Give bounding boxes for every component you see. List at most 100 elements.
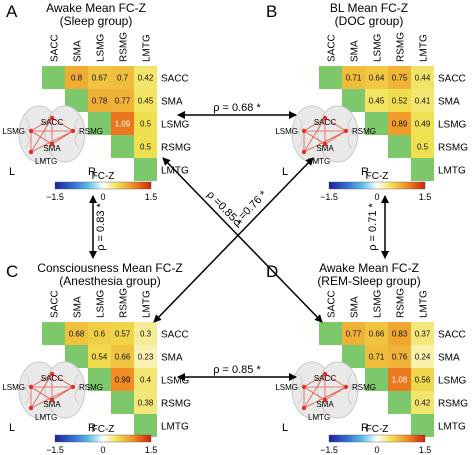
column-label: LSMG <box>373 289 384 318</box>
cell-value: 0.24 <box>415 353 431 362</box>
network-node <box>28 405 34 411</box>
matrix-cell <box>65 322 88 345</box>
row-label: RSMG <box>161 143 191 154</box>
column-label: SACC <box>327 290 338 318</box>
cell-value: 0.23 <box>138 353 154 362</box>
colorbar-tick: −1.5 <box>320 445 338 455</box>
colorbar-tick: −1.5 <box>46 445 64 455</box>
brain-network: SACC SMA LSMG RSMG LMTG L R <box>275 361 376 434</box>
column-label: LSMG <box>96 289 107 318</box>
matrix-cell <box>388 112 411 135</box>
rho-b-d: ρ = 0.71 * <box>367 203 379 251</box>
row-label: SACC <box>161 74 189 85</box>
diagonal-cell <box>319 322 342 345</box>
cell-value: 0.83 <box>392 330 408 339</box>
brain-folds <box>24 117 80 149</box>
network-edge <box>303 130 326 145</box>
left-label: L <box>282 422 288 434</box>
colorbar-tick: −1.5 <box>46 192 64 202</box>
brain-network: SACC SMA LSMG RSMG LMTG L R <box>2 105 103 178</box>
column-label: LSMG <box>373 33 384 62</box>
column-label: SACC <box>50 34 61 62</box>
cell-value: 0.41 <box>415 97 431 106</box>
network-edge <box>51 373 74 388</box>
cell-value: 0.77 <box>115 97 131 106</box>
rho-a-b: ρ = 0.68 * <box>213 102 261 114</box>
colorbar-tick: 0 <box>100 192 105 202</box>
row-label: LMTG <box>161 422 189 433</box>
column-label: SMA <box>350 296 361 318</box>
matrix-cell <box>134 112 157 135</box>
colorbar-label: FC-Z <box>92 424 115 435</box>
network-edge <box>303 386 347 409</box>
node-label: SMA <box>316 144 334 153</box>
panel-b: B BL Mean FC-Z (DOC group) SACC SMA LSMG RS… <box>266 1 468 202</box>
matrix-cell <box>365 66 388 89</box>
network-node <box>70 384 76 390</box>
network-edge <box>30 373 53 388</box>
diagonal-cell <box>65 89 88 112</box>
diagonal-cell <box>111 391 134 414</box>
network-edge <box>303 117 326 153</box>
colorbar-label: FC-Z <box>366 424 389 435</box>
panel-title: BL Mean FC-Z <box>330 1 408 15</box>
colorbar-tick: 1.5 <box>419 445 432 455</box>
arrow-a-d <box>162 157 323 323</box>
right-label: R <box>88 166 96 178</box>
matrix-cell <box>411 135 434 158</box>
cell-value: 0.64 <box>369 74 385 83</box>
matrix-cell <box>388 89 411 112</box>
diagonal-cell <box>88 368 111 391</box>
right-label: R <box>361 422 369 434</box>
node-label: LMTG <box>308 413 330 422</box>
network-node <box>322 371 328 377</box>
diagonal-cell <box>388 391 411 414</box>
panel-letter: C <box>6 262 18 281</box>
network-edge <box>303 117 326 132</box>
node-label: LSMG <box>275 383 298 392</box>
network-node <box>70 128 76 134</box>
right-label: R <box>88 422 96 434</box>
column-label: LMTG <box>142 34 153 62</box>
network-edge <box>30 130 53 145</box>
column-label: LMTG <box>419 290 430 318</box>
cell-value: 0.5 <box>140 143 152 152</box>
diagonal-cell <box>319 66 342 89</box>
matrix-cell <box>111 89 134 112</box>
colorbar-gradient <box>54 434 152 443</box>
matrix-cell <box>134 345 157 368</box>
cell-value: 0.5 <box>140 120 152 129</box>
cell-value: 0.52 <box>392 97 408 106</box>
matrix-cell <box>88 66 111 89</box>
brain-folds <box>24 373 80 405</box>
network-node <box>28 128 34 134</box>
cell-value: 0.3 <box>140 330 152 339</box>
node-label: SMA <box>43 144 61 153</box>
colorbar-tick: −1.5 <box>320 192 338 202</box>
matrix-cell <box>411 368 434 391</box>
network-node <box>28 384 34 390</box>
cell-value: 1.09 <box>115 120 131 129</box>
panel-letter: A <box>6 2 18 21</box>
panel-subtitle: (Sleep group) <box>60 14 133 28</box>
network-edge <box>51 117 74 132</box>
network-edge <box>30 386 53 401</box>
column-label: SACC <box>327 34 338 62</box>
colorbar: FC-Z −1.5 0 1.5 <box>46 424 157 455</box>
node-label: LSMG <box>2 383 25 392</box>
matrix-cell <box>388 322 411 345</box>
row-label: SACC <box>438 74 466 85</box>
diagonal-cell <box>365 112 388 135</box>
panel-letter: B <box>266 2 277 21</box>
matrix-cell <box>411 112 434 135</box>
network-edge <box>30 130 74 153</box>
colorbar-label: FC-Z <box>366 171 389 182</box>
matrix-cell <box>134 89 157 112</box>
node-label: SMA <box>43 400 61 409</box>
column-label: RSMG <box>119 32 130 62</box>
left-label: L <box>282 166 288 178</box>
node-label: LMTG <box>35 157 57 166</box>
diagonal-cell <box>342 89 365 112</box>
network-edge <box>303 386 326 401</box>
column-label: SMA <box>73 296 84 318</box>
